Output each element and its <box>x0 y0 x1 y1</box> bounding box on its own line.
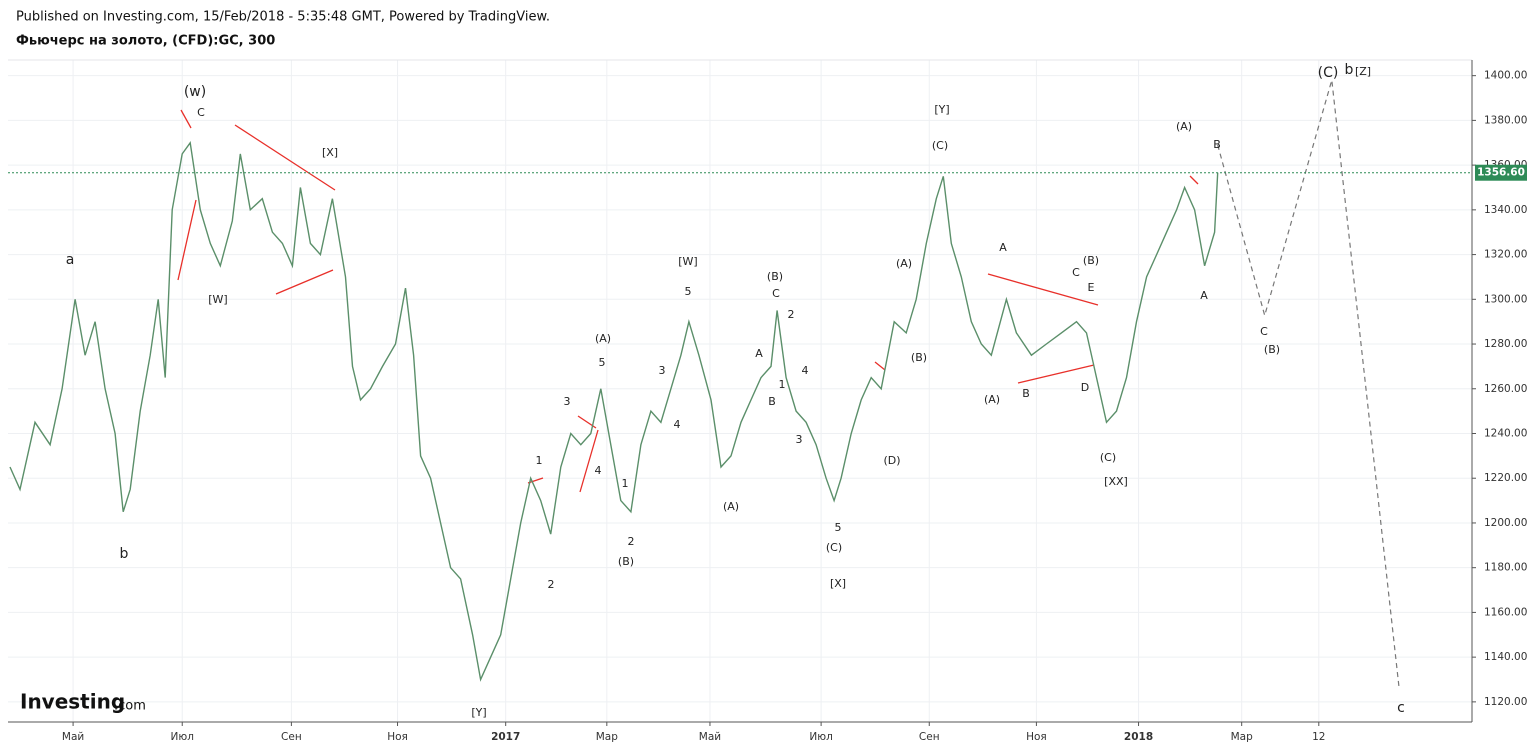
header: Published on Investing.com, 15/Feb/2018 … <box>16 10 550 25</box>
y-tick-label: 1260.00 <box>1484 383 1527 395</box>
wave-label: [Y] <box>934 103 949 116</box>
wave-label: 4 <box>674 418 681 431</box>
wave-label: (A) <box>723 500 739 513</box>
x-tick-label: Май <box>62 731 84 743</box>
trend-lines <box>177 109 1199 493</box>
x-tick-label: Июл <box>171 731 194 743</box>
y-tick-label: 1320.00 <box>1484 249 1527 261</box>
wave-label: 3 <box>796 433 803 446</box>
wave-label: (A) <box>984 393 1000 406</box>
x-tick-label: 12 <box>1312 731 1325 743</box>
wave-label: B <box>1213 138 1221 151</box>
wave-label: 3 <box>564 395 571 408</box>
x-tick-label: Июл <box>809 731 832 743</box>
wave-label: a <box>66 252 75 268</box>
y-tick-label: 1140.00 <box>1484 651 1527 663</box>
wave-label: [Z] <box>1355 65 1371 78</box>
wave-label: (C) <box>1318 65 1339 81</box>
wave-label: A <box>1200 289 1208 302</box>
y-tick-label: 1160.00 <box>1484 606 1527 618</box>
wave-label: C <box>1072 266 1080 279</box>
x-tick-label: Мар <box>1231 731 1253 743</box>
y-tick-label: 1380.00 <box>1484 114 1527 126</box>
wave-label: [Y] <box>471 706 486 719</box>
x-tick-label: 2018 <box>1124 731 1153 743</box>
y-tick-label: 1240.00 <box>1484 427 1527 439</box>
wave-label: 5 <box>599 356 606 369</box>
y-tick-label: 1220.00 <box>1484 472 1527 484</box>
wave-label: c <box>1397 700 1405 716</box>
wave-label: [X] <box>322 146 338 159</box>
projection-line <box>1217 79 1400 687</box>
price-line <box>9 140 1219 682</box>
y-tick-label: 1280.00 <box>1484 338 1527 350</box>
y-tick-label: 1340.00 <box>1484 204 1527 216</box>
wave-label: (B) <box>911 351 927 364</box>
y-tick-label: 1300.00 <box>1484 293 1527 305</box>
wave-label: D <box>1081 381 1089 394</box>
wave-label: 5 <box>685 285 692 298</box>
wave-label: (B) <box>1083 254 1099 267</box>
wave-label: (D) <box>883 454 900 467</box>
wave-label: (B) <box>767 270 783 283</box>
y-tick-label: 1120.00 <box>1484 696 1527 708</box>
x-tick-label: Сен <box>281 731 302 743</box>
logo: Investing <box>20 690 125 714</box>
wave-label: (B) <box>618 555 634 568</box>
y-tick-label: 1180.00 <box>1484 562 1527 574</box>
wave-label: b <box>1345 62 1354 78</box>
y-tick-label: 1200.00 <box>1484 517 1527 529</box>
wave-label: 1 <box>622 477 629 490</box>
wave-label: B <box>1022 387 1030 400</box>
wave-label: [X] <box>830 577 846 590</box>
wave-label: [XX] <box>1104 475 1128 488</box>
wave-label: C <box>197 106 205 119</box>
wave-label: (A) <box>896 257 912 270</box>
wave-label: (w) <box>184 84 206 100</box>
wave-label: 4 <box>802 364 809 377</box>
last-price-label: 1356.60 <box>1477 167 1525 179</box>
wave-label: (C) <box>826 541 842 554</box>
wave-label: 2 <box>788 308 795 321</box>
wave-label: 1 <box>779 378 786 391</box>
wave-label: [W] <box>678 255 697 268</box>
wave-label: 1 <box>536 454 543 467</box>
x-tick-label: Сен <box>919 731 940 743</box>
x-tick-label: Мар <box>596 731 618 743</box>
grid <box>8 60 1472 722</box>
wave-label: 2 <box>548 578 555 591</box>
wave-label: C <box>1260 325 1268 338</box>
last-price-box <box>1475 164 1527 181</box>
wave-label: b <box>120 546 129 562</box>
x-tick-label: Ноя <box>387 731 408 743</box>
x-tick-label: Май <box>699 731 721 743</box>
wave-label: 3 <box>659 364 666 377</box>
logo-suffix: .com <box>114 699 146 714</box>
wave-label: 4 <box>595 464 602 477</box>
wave-label: A <box>999 241 1007 254</box>
wave-label: 5 <box>835 521 842 534</box>
wave-label: [W] <box>208 293 227 306</box>
x-tick-label: 2017 <box>491 731 520 743</box>
wave-label: C <box>772 287 780 300</box>
wave-label: (C) <box>1100 451 1116 464</box>
wave-label: (B) <box>1264 343 1280 356</box>
wave-label: 2 <box>628 535 635 548</box>
wave-label: E <box>1088 281 1095 294</box>
wave-label: (A) <box>1176 120 1192 133</box>
wave-label: A <box>755 347 763 360</box>
x-tick-label: Ноя <box>1026 731 1047 743</box>
y-tick-label: 1400.00 <box>1484 70 1527 82</box>
wave-label: (C) <box>932 139 948 152</box>
chart-title: Фьючерс на золото, (CFD):GC, 300 <box>16 34 275 49</box>
wave-label: B <box>768 395 776 408</box>
wave-label: (A) <box>595 332 611 345</box>
